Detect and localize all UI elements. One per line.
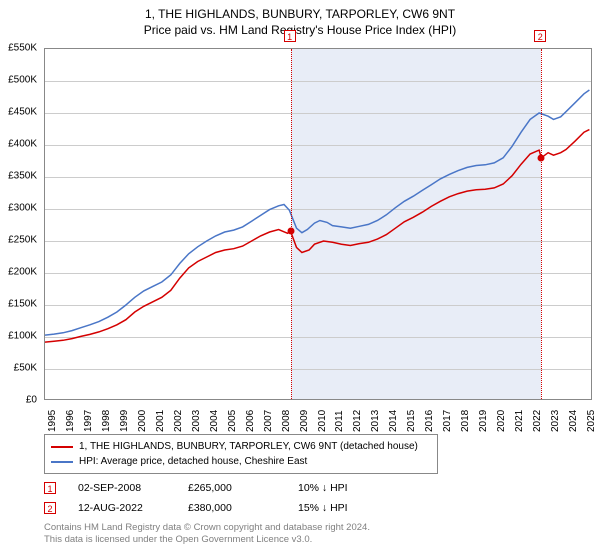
legend-row: HPI: Average price, detached house, Ches… (51, 454, 431, 469)
sale-marker-line (291, 49, 292, 399)
legend-swatch (51, 446, 73, 448)
legend-label: HPI: Average price, detached house, Ches… (79, 454, 307, 469)
x-axis-label: 2024 (568, 410, 579, 432)
x-axis-label: 2005 (227, 410, 238, 432)
legend-row: 1, THE HIGHLANDS, BUNBURY, TARPORLEY, CW… (51, 439, 431, 454)
sale-date: 02-SEP-2008 (78, 482, 188, 494)
y-axis-label: £250K (8, 235, 37, 246)
x-axis-label: 1996 (65, 410, 76, 432)
sale-marker-dot (538, 154, 545, 161)
y-axis-label: £350K (8, 171, 37, 182)
x-axis-label: 2004 (209, 410, 220, 432)
sale-date: 12-AUG-2022 (78, 502, 188, 514)
y-axis-label: £550K (8, 43, 37, 54)
x-axis-label: 1997 (83, 410, 94, 432)
footer-line-1: Contains HM Land Registry data © Crown c… (44, 522, 370, 534)
x-axis-label: 2022 (532, 410, 543, 432)
x-axis-label: 2002 (173, 410, 184, 432)
sale-row: 1 02-SEP-2008£265,00010% ↓ HPI (44, 478, 408, 498)
sale-marker-label: 1 (284, 30, 296, 42)
x-axis-label: 2015 (406, 410, 417, 432)
x-axis-label: 2014 (388, 410, 399, 432)
x-axis-label: 2013 (370, 410, 381, 432)
sale-row: 2 12-AUG-2022£380,00015% ↓ HPI (44, 498, 408, 518)
x-axis-label: 1998 (101, 410, 112, 432)
plot-area (44, 48, 592, 400)
x-axis-label: 2025 (586, 410, 597, 432)
y-axis-label: £0 (26, 395, 37, 406)
sale-marker-dot (287, 228, 294, 235)
legend-label: 1, THE HIGHLANDS, BUNBURY, TARPORLEY, CW… (79, 439, 418, 454)
x-axis-label: 2021 (514, 410, 525, 432)
y-axis-label: £200K (8, 267, 37, 278)
x-axis-label: 1995 (47, 410, 58, 432)
title-line-2: Price paid vs. HM Land Registry's House … (0, 22, 600, 38)
x-axis-label: 2020 (496, 410, 507, 432)
y-axis-label: £400K (8, 139, 37, 150)
legend: 1, THE HIGHLANDS, BUNBURY, TARPORLEY, CW… (44, 434, 438, 474)
x-axis-label: 2010 (317, 410, 328, 432)
sale-delta: 15% ↓ HPI (298, 502, 408, 514)
sale-price: £380,000 (188, 502, 298, 514)
sale-marker-label: 2 (534, 30, 546, 42)
y-axis-label: £150K (8, 299, 37, 310)
x-axis-label: 2017 (442, 410, 453, 432)
title-line-1: 1, THE HIGHLANDS, BUNBURY, TARPORLEY, CW… (0, 6, 600, 22)
y-axis-label: £50K (14, 363, 37, 374)
series-hpi (45, 90, 589, 335)
x-axis-label: 2006 (245, 410, 256, 432)
footer-line-2: This data is licensed under the Open Gov… (44, 534, 370, 546)
x-axis-label: 2019 (478, 410, 489, 432)
line-svg (45, 49, 593, 401)
x-axis-label: 2018 (460, 410, 471, 432)
sale-delta: 10% ↓ HPI (298, 482, 408, 494)
y-axis-label: £500K (8, 75, 37, 86)
x-axis-label: 1999 (119, 410, 130, 432)
x-axis-label: 2012 (352, 410, 363, 432)
x-axis-label: 2007 (263, 410, 274, 432)
x-axis-label: 2016 (424, 410, 435, 432)
sale-price: £265,000 (188, 482, 298, 494)
x-axis-label: 2001 (155, 410, 166, 432)
chart-area: £0£50K£100K£150K£200K£250K£300K£350K£400… (44, 48, 592, 400)
footer-note: Contains HM Land Registry data © Crown c… (44, 522, 370, 547)
y-axis-label: £300K (8, 203, 37, 214)
sale-marker-line (541, 49, 542, 399)
x-axis-label: 2023 (550, 410, 561, 432)
chart-container: 1, THE HIGHLANDS, BUNBURY, TARPORLEY, CW… (0, 0, 600, 560)
title-block: 1, THE HIGHLANDS, BUNBURY, TARPORLEY, CW… (0, 0, 600, 38)
legend-swatch (51, 461, 73, 463)
x-axis-label: 2008 (281, 410, 292, 432)
y-axis-label: £450K (8, 107, 37, 118)
sale-row-marker: 2 (44, 502, 56, 514)
sale-row-marker: 1 (44, 482, 56, 494)
y-axis-label: £100K (8, 331, 37, 342)
sales-table: 1 02-SEP-2008£265,00010% ↓ HPI 2 12-AUG-202… (44, 478, 408, 518)
x-axis-label: 2003 (191, 410, 202, 432)
x-axis-label: 2011 (334, 410, 345, 432)
x-axis-label: 2000 (137, 410, 148, 432)
x-axis-label: 2009 (299, 410, 310, 432)
series-price_paid (45, 130, 589, 343)
